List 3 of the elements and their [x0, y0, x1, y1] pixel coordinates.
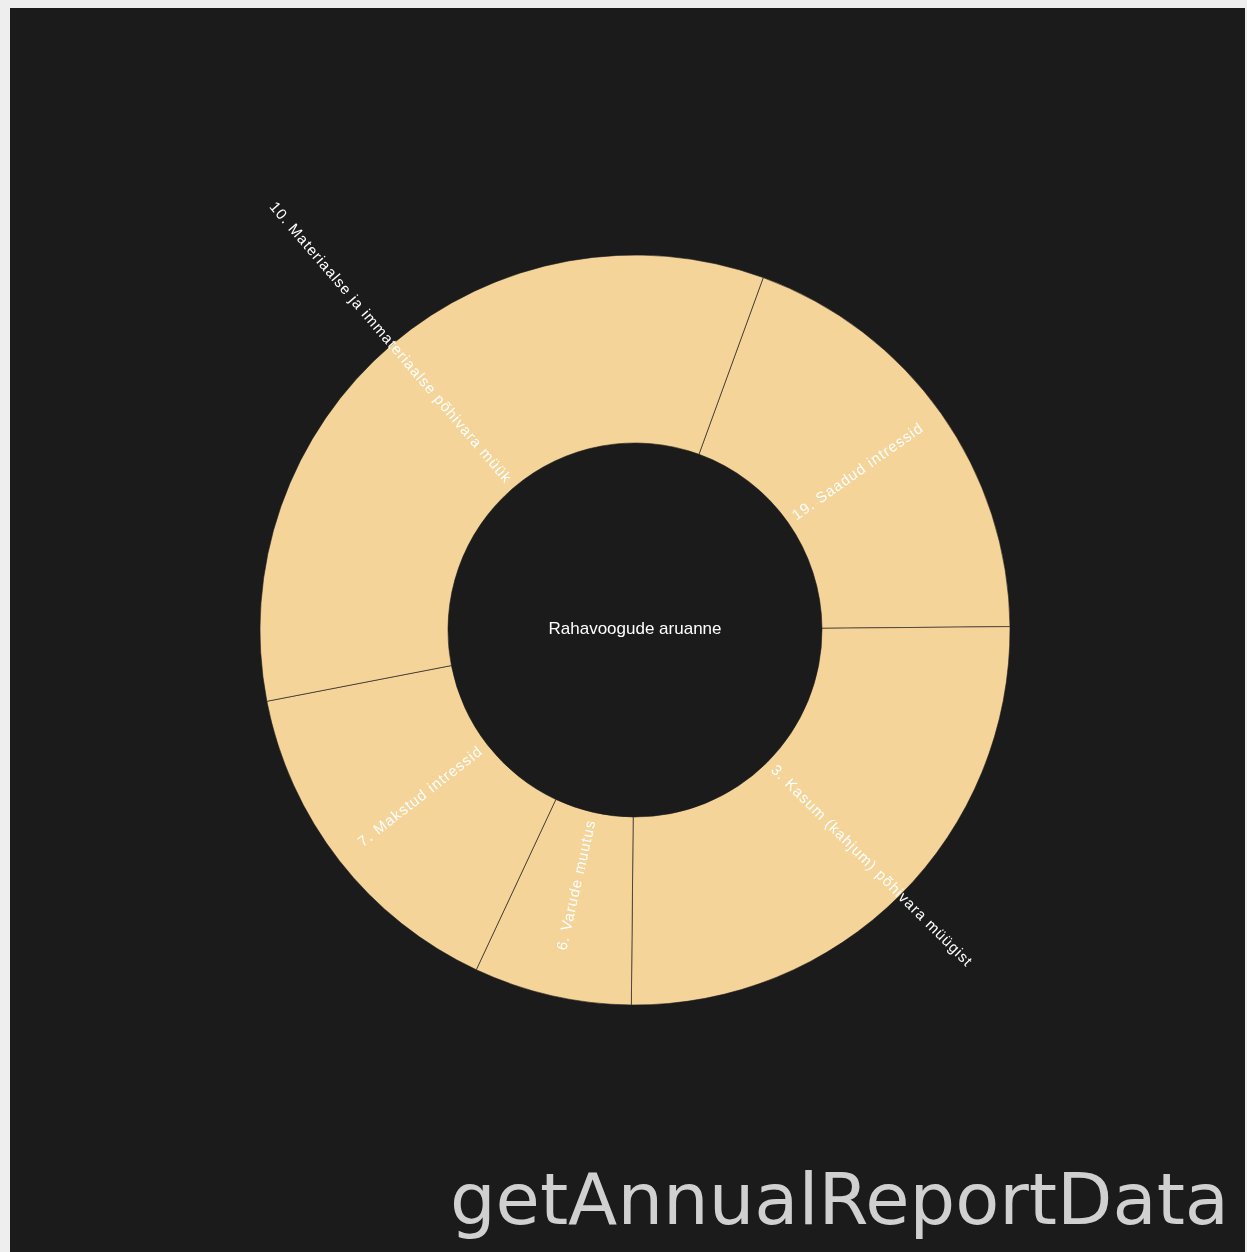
text: getAnnualReportData [449, 1157, 1229, 1241]
text: Rahavoogude aruanne [548, 619, 722, 639]
slice-label: 6. Varude muutus [552, 817, 599, 952]
